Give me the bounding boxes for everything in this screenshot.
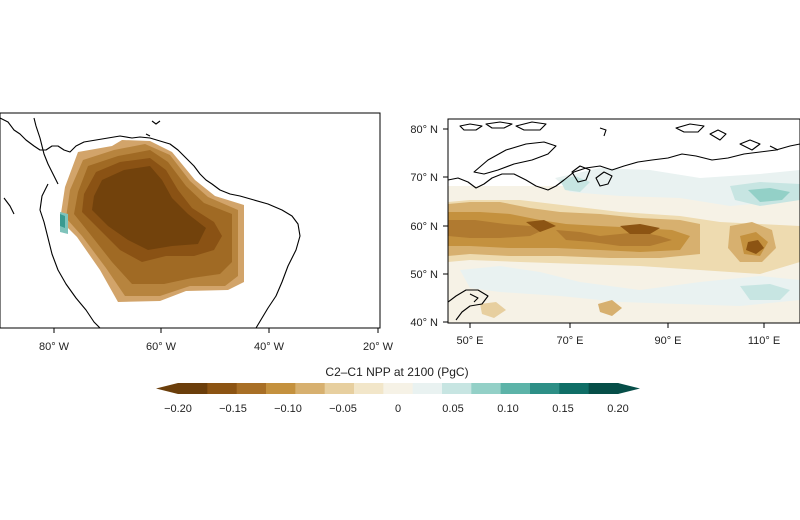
colorbar-segment xyxy=(383,383,414,394)
colorbar-tick-label: 0.05 xyxy=(442,403,463,415)
colorbar: C2–C1 NPP at 2100 (PgC) −0.20 −0.15 −0.10−… xyxy=(156,365,640,415)
left-lon-tick: 60° W xyxy=(146,341,177,353)
right-lon-tick: 110° E xyxy=(748,335,780,347)
colorbar-ticks: −0.20 −0.15 −0.10 −0.05 0 0.05 0.10 0.15 0.20 xyxy=(164,403,629,415)
colorbar-segment xyxy=(324,383,355,394)
colorbar-segments xyxy=(156,383,640,394)
colorbar-segment xyxy=(207,383,238,394)
left-coastline xyxy=(0,117,301,328)
colorbar-segment xyxy=(295,383,326,394)
colorbar-tick-label: 0.15 xyxy=(552,403,573,415)
right-lat-tick: 80° N xyxy=(410,124,438,136)
colorbar-segment xyxy=(559,383,590,394)
right-lat-tick: 50° N xyxy=(410,269,438,281)
colorbar-tick-label: −0.05 xyxy=(329,403,357,415)
colorbar-title: C2–C1 NPP at 2100 (PgC) xyxy=(325,365,468,379)
colorbar-segment xyxy=(266,383,296,394)
right-lat-tick: 60° N xyxy=(410,221,438,233)
colorbar-segment xyxy=(588,383,619,394)
right-npp-field xyxy=(448,168,800,323)
colorbar-tick-label: −0.10 xyxy=(274,403,302,415)
colorbar-segment xyxy=(412,383,443,394)
colorbar-segment xyxy=(178,383,208,394)
colorbar-tick-label: 0.20 xyxy=(607,403,628,415)
left-lon-tick: 20° W xyxy=(363,341,394,353)
right-map: 80° N 70° N 60° N 50° N 40° N 50° E 70° … xyxy=(410,118,800,347)
left-map: 80° W 60° W 40° W 20° W xyxy=(0,112,394,353)
colorbar-segment xyxy=(471,383,502,394)
right-lon-tick: 90° E xyxy=(654,335,681,347)
colorbar-segment xyxy=(530,383,560,394)
colorbar-tick-label: 0 xyxy=(395,403,401,415)
colorbar-segment xyxy=(354,383,384,394)
right-lat-tick: 70° N xyxy=(410,172,438,184)
left-lon-tick: 40° W xyxy=(254,341,285,353)
colorbar-extend-low-arrow xyxy=(156,383,178,394)
colorbar-segment xyxy=(236,383,267,394)
colorbar-segment xyxy=(442,383,472,394)
colorbar-extend-high-arrow xyxy=(618,383,640,394)
right-lat-tick: 40° N xyxy=(410,317,438,329)
left-lon-tick: 80° W xyxy=(39,341,70,353)
right-lon-tick: 50° E xyxy=(456,335,483,347)
right-lon-tick: 70° E xyxy=(556,335,583,347)
right-coastline xyxy=(448,121,800,321)
colorbar-tick-label: 0.10 xyxy=(497,403,518,415)
colorbar-tick-label: −0.20 xyxy=(164,403,192,415)
left-npp-field xyxy=(60,140,244,302)
colorbar-tick-label: −0.15 xyxy=(219,403,247,415)
colorbar-segment xyxy=(500,383,531,394)
